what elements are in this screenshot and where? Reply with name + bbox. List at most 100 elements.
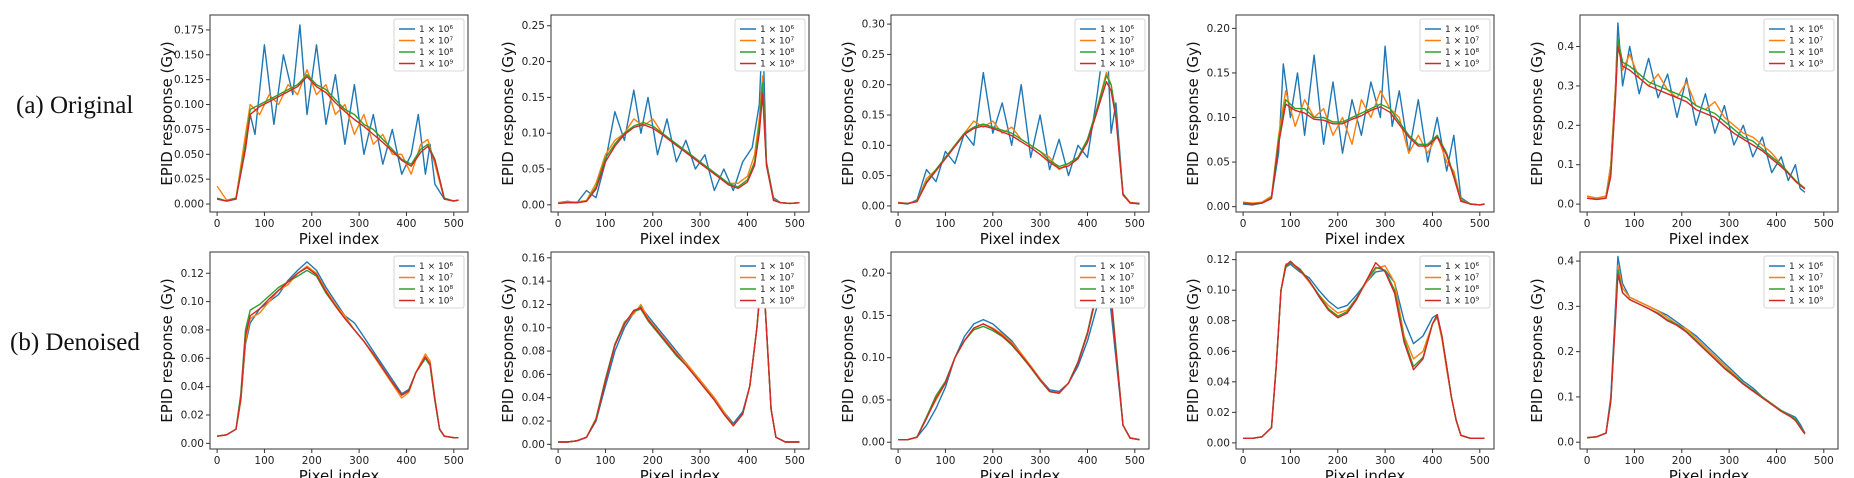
legend-box [1419,18,1491,72]
x-axis-title: Pixel index [640,467,721,478]
y-tick-label: 0.15 [522,92,545,104]
legend-label: 1 × 10⁷ [419,274,453,284]
y-tick-label: 0.12 [522,299,545,311]
legend-box [393,18,465,72]
x-tick-label: 300 [349,455,369,467]
x-tick-label: 400 [1422,455,1442,467]
y-tick-label: 0.25 [862,49,885,61]
x-tick-label: 200 [1328,218,1348,230]
plot-frame [1579,14,1839,213]
x-tick-label: 500 [785,455,805,467]
y-tick-label: 0.05 [862,394,885,406]
x-tick-label: 0 [1584,218,1591,230]
x-tick-label: 400 [1766,455,1786,467]
x-tick-label: 0 [214,455,221,467]
x-tick-label: 300 [1375,455,1395,467]
legend-box [1074,255,1146,309]
legend-label: 1 × 10⁸ [1445,285,1479,295]
y-tick-label: 0.04 [181,381,205,393]
x-tick-label: 200 [1328,455,1348,467]
x-tick-label: 200 [643,455,663,467]
legend-label: 1 × 10⁸ [1100,48,1134,58]
chart-panel: 0 100 200 300 400 500 0.00 0.05 0.10 0.15 0.20 Pixe… [839,251,1150,478]
series-line [1587,273,1806,439]
y-tick-label: 0.08 [181,324,204,336]
legend-label: 1 × 10⁹ [1789,297,1823,307]
legend-label: 1 × 10⁹ [419,60,453,70]
legend-box [734,18,806,72]
x-tick-label: 100 [1280,455,1300,467]
x-tick-label: 100 [1280,218,1300,230]
y-tick-label: 0.20 [862,268,885,280]
x-tick-label: 200 [983,455,1003,467]
legend-label: 1 × 10⁶ [1789,262,1823,272]
y-tick-label: 0.06 [522,369,546,381]
legend-label: 1 × 10⁷ [1445,274,1479,284]
x-tick-label: 400 [737,218,757,230]
x-tick-label: 100 [595,455,615,467]
x-axis-title: Pixel index [299,467,380,478]
series-line [216,69,459,202]
y-tick-label: 0.00 [1207,201,1230,213]
y-tick-label: 0.20 [1207,23,1230,35]
series-line [1243,260,1485,439]
y-tick-label: 0.1 [1557,159,1574,171]
legend-label: 1 × 10⁶ [1100,262,1134,272]
chart-panel: 0 100 200 300 400 500 0.00 0.05 0.10 0.15 0.20 Pixe… [1184,14,1495,248]
series-line [898,285,1140,441]
y-tick-label: 0.10 [862,140,885,152]
x-tick-label: 200 [1672,455,1692,467]
y-tick-label: 0.10 [862,352,885,364]
x-tick-label: 400 [396,218,416,230]
y-tick-label: 0.12 [1207,254,1230,266]
y-tick-label: 0.125 [174,74,204,86]
y-tick-label: 0.150 [174,49,204,61]
y-tick-label: 0.3 [1557,80,1574,92]
series-line [898,81,1140,205]
x-tick-label: 100 [1624,218,1644,230]
y-tick-label: 0.04 [522,392,546,404]
y-tick-label: 0.10 [1207,285,1230,297]
legend-label: 1 × 10⁷ [1100,37,1134,47]
x-tick-label: 500 [1125,218,1145,230]
x-tick-label: 400 [396,455,416,467]
series-line [558,93,800,205]
x-tick-label: 500 [1125,455,1145,467]
legend-label: 1 × 10⁸ [760,48,794,58]
y-tick-label: 0.20 [522,56,545,68]
y-tick-label: 0.15 [862,110,885,122]
series-line [216,266,459,439]
legend-label: 1 × 10⁸ [760,285,794,295]
y-tick-label: 0.075 [174,124,204,136]
y-tick-label: 0.15 [862,310,885,322]
plot-frame [1235,251,1495,450]
legend-label: 1 × 10⁹ [1100,60,1134,70]
legend-label: 1 × 10⁹ [419,297,453,307]
legend-label: 1 × 10⁸ [1100,285,1134,295]
x-tick-label: 500 [1814,218,1834,230]
y-axis-title: EPID response (Gy) [158,278,176,422]
y-tick-label: 0.10 [181,296,204,308]
x-tick-label: 500 [444,218,464,230]
chart-panel: 0 100 200 300 400 500 0.0 0.1 0.2 0.3 0.4 Pixel ind… [1528,14,1839,248]
x-tick-label: 200 [302,455,322,467]
y-tick-label: 0.4 [1557,41,1574,53]
x-tick-label: 300 [1719,218,1739,230]
x-axis-title: Pixel index [640,230,721,248]
y-tick-label: 0.00 [522,199,545,211]
x-tick-label: 500 [1814,455,1834,467]
y-tick-label: 0.20 [862,79,885,91]
y-tick-label: 0.10 [1207,112,1230,124]
y-tick-label: 0.10 [522,322,545,334]
y-tick-label: 0.30 [862,19,885,31]
x-tick-label: 100 [254,455,274,467]
y-tick-label: 0.00 [181,438,204,450]
plot-frame [209,251,469,450]
x-tick-label: 400 [1077,218,1097,230]
legend-label: 1 × 10⁹ [760,60,794,70]
plot-frame [890,14,1150,213]
